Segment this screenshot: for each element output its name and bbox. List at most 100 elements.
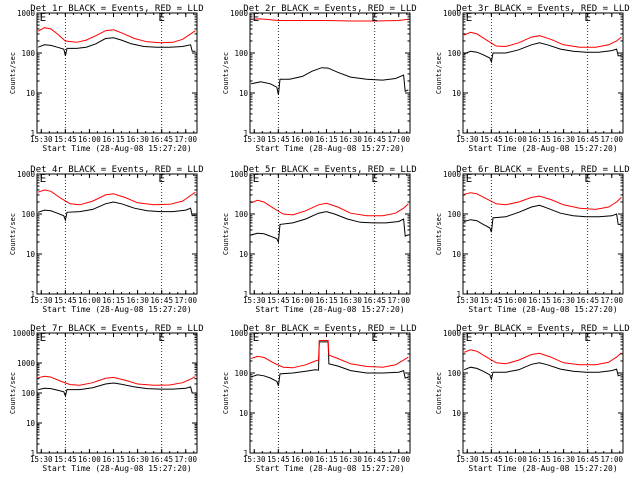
panel-9-ytick-label-10: 10 — [452, 409, 462, 418]
panel-8-frame — [249, 332, 411, 454]
panel-3-series-lld-line — [463, 31, 622, 48]
panel-2-xtick-label-1600: 16:00 — [291, 135, 314, 144]
panel-7-xlabel: Start Time (28-Aug-08 15:27:20) — [42, 464, 191, 473]
panel-8-xtick-label-1615: 16:15 — [315, 455, 338, 464]
panel-1-marker-2: E — [158, 11, 165, 24]
panel-9-xtick-label-1700: 17:00 — [600, 455, 623, 464]
panel-7-ytick-label-1: 1 — [30, 449, 35, 458]
panel-8-title: Det 8r BLACK = Events, RED = LLD — [243, 324, 416, 334]
panel-7-ylabel: Counts/sec — [9, 372, 17, 414]
panel-3-xtick-label-1530: 15:30 — [456, 135, 479, 144]
panel-7-xtick-label-1645: 16:45 — [150, 455, 173, 464]
panel-7-ytick-label-100: 100 — [21, 389, 35, 398]
panel-3-ytick-label-1: 1 — [456, 129, 461, 138]
panel-8-ytick-label-10: 10 — [239, 409, 249, 418]
panel-4-frame — [36, 173, 198, 295]
panel-1-ytick-label-1000: 1000 — [17, 9, 36, 18]
panel-5-ytick-label-1: 1 — [243, 290, 248, 299]
panel-6-frame — [462, 173, 624, 295]
panel-8-ytick-label-100: 100 — [234, 369, 248, 378]
panel-5-xtick-label-1530: 15:30 — [243, 296, 266, 305]
panel-6-xtick-label-1530: 15:30 — [456, 296, 479, 305]
panel-3-ytick-label-100: 100 — [447, 49, 461, 58]
panel-7-marker-2: E — [158, 331, 165, 344]
panel-4-xtick-label-1545: 15:45 — [54, 296, 77, 305]
panel-2-frame — [249, 12, 411, 134]
panel-1-series-lld-line — [37, 27, 196, 44]
panel-5-xtick-label-1600: 16:00 — [291, 296, 314, 305]
panel-1-frame — [36, 12, 198, 134]
panel-2-marker-2: E — [371, 11, 378, 24]
panel-4-xtick-label-1630: 16:30 — [126, 296, 149, 305]
panel-9-title: Det 9r BLACK = Events, RED = LLD — [456, 324, 629, 334]
panel-1-xtick-label-1530: 15:30 — [30, 135, 53, 144]
panel-9-series-events-line — [463, 362, 622, 381]
panel-3-frame — [462, 12, 624, 134]
panel-4-ytick-label-1000: 1000 — [17, 170, 36, 179]
panel-5-xtick-label-1645: 16:45 — [363, 296, 386, 305]
panel-7-xtick-label-1615: 16:15 — [102, 455, 125, 464]
panel-1-title: Det 1r BLACK = Events, RED = LLD — [30, 4, 203, 14]
panel-4-ytick-label-10: 10 — [26, 250, 36, 259]
panel-6-xtick-label-1645: 16:45 — [576, 296, 599, 305]
panel-4-ytick-label-1: 1 — [30, 290, 35, 299]
panel-7-xtick-label-1545: 15:45 — [54, 455, 77, 464]
panel-4-xtick-label-1615: 16:15 — [102, 296, 125, 305]
panel-5-xtick-label-1700: 17:00 — [387, 296, 410, 305]
panel-7-series-lld-line — [37, 375, 196, 386]
panel-2-title: Det 2r BLACK = Events, RED = LLD — [243, 4, 416, 14]
panel-4-xlabel: Start Time (28-Aug-08 15:27:20) — [42, 305, 191, 314]
panel-9-marker-1: E — [466, 331, 473, 344]
panel-5-marker-2: E — [371, 172, 378, 185]
panel-6-ytick-label-100: 100 — [447, 210, 461, 219]
panel-1-ytick-label-100: 100 — [21, 49, 35, 58]
panel-2-ytick-label-100: 100 — [234, 49, 248, 58]
panel-2-xtick-label-1530: 15:30 — [243, 135, 266, 144]
panel-6-ytick-label-1: 1 — [456, 290, 461, 299]
panel-7-xtick-label-1630: 16:30 — [126, 455, 149, 464]
panel-7-series-events-line — [37, 382, 196, 398]
panel-6-marker-1: E — [466, 172, 473, 185]
panel-3-xtick-label-1545: 15:45 — [480, 135, 503, 144]
panel-9-xtick-label-1530: 15:30 — [456, 455, 479, 464]
panel-4-marker-1: E — [40, 172, 47, 185]
panel-8-ytick-label-1: 1 — [243, 449, 248, 458]
panel-4-ylabel: Counts/sec — [9, 213, 17, 255]
panel-6-series-events-line — [463, 204, 622, 233]
panel-4-series-lld-line — [37, 189, 196, 206]
panel-6-series-lld-line — [463, 192, 622, 210]
panel-5-series-lld-line — [250, 199, 409, 217]
panel-3-marker-1: E — [466, 11, 473, 24]
panel-5-frame — [249, 173, 411, 295]
panel-3-xtick-label-1600: 16:00 — [504, 135, 527, 144]
panel-1-xtick-label-1600: 16:00 — [78, 135, 101, 144]
panel-4-xtick-label-1645: 16:45 — [150, 296, 173, 305]
panel-5-title: Det 5r BLACK = Events, RED = LLD — [243, 165, 416, 175]
panel-7-ytick-label-10000: 10000 — [12, 329, 35, 338]
panel-6-marker-2: E — [584, 172, 591, 185]
panel-1-series-events-line — [37, 37, 196, 56]
panel-9-frame — [462, 332, 624, 454]
panel-2-xtick-label-1645: 16:45 — [363, 135, 386, 144]
panel-4-xtick-label-1600: 16:00 — [78, 296, 101, 305]
panel-8-ytick-label-1000: 1000 — [230, 329, 249, 338]
panel-3-title: Det 3r BLACK = Events, RED = LLD — [456, 4, 629, 14]
panel-8-xtick-label-1645: 16:45 — [363, 455, 386, 464]
panel-2-marker-1: E — [253, 11, 260, 24]
panel-8-xtick-label-1600: 16:00 — [291, 455, 314, 464]
panel-9-xtick-label-1615: 16:15 — [528, 455, 551, 464]
panel-9-xtick-label-1545: 15:45 — [480, 455, 503, 464]
panel-1-ytick-label-1: 1 — [30, 129, 35, 138]
panel-8-series-lld-line — [250, 340, 409, 369]
panel-4-series-events-line — [37, 201, 196, 223]
panel-7-xtick-label-1530: 15:30 — [30, 455, 53, 464]
panel-1-xtick-label-1615: 16:15 — [102, 135, 125, 144]
panel-5-series-events-line — [250, 211, 409, 244]
panel-3-xtick-label-1700: 17:00 — [600, 135, 623, 144]
